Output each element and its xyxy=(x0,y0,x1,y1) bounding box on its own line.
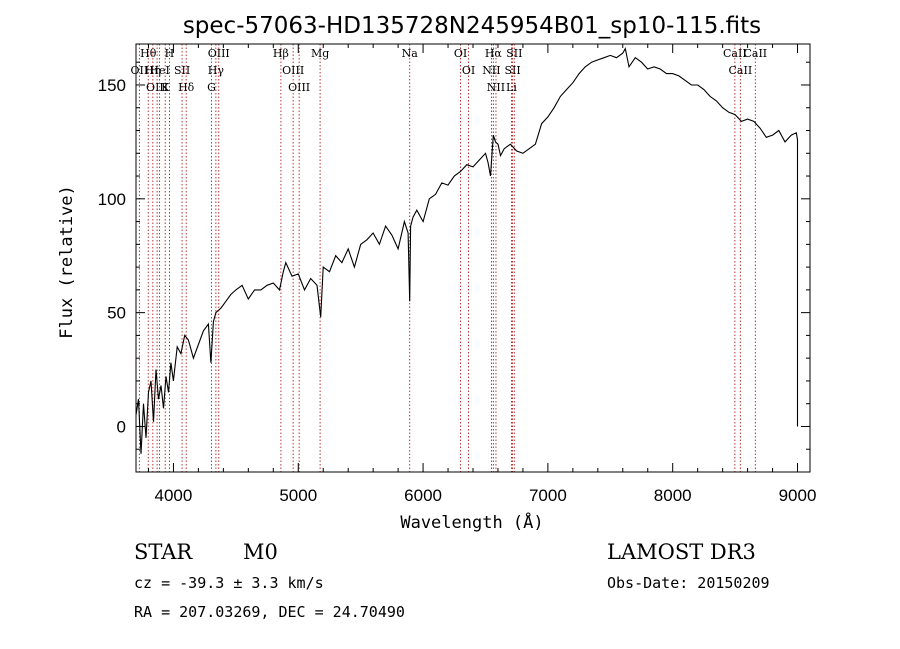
spectral-line-label: SII xyxy=(504,64,520,77)
spectral-line-label: Hδ xyxy=(178,81,195,94)
spectral-line-label: G xyxy=(207,81,216,94)
spectral-line-label: OII xyxy=(131,64,149,77)
spectral-line-label: Hη xyxy=(145,64,161,77)
x-axis-label: Wavelength (Å) xyxy=(400,511,543,533)
spectral-line-label: K xyxy=(161,81,170,94)
spectral-line-label: NII xyxy=(482,64,500,77)
chart-title: spec-57063-HD135728N245954B01_sp10-115.f… xyxy=(183,13,761,39)
spectral-line-label: OIII xyxy=(282,64,304,77)
axis-ticks: 4000 5000 6000 7000 8000 9000 0 50 100 150 xyxy=(98,44,817,505)
spectral-line-label: OIII xyxy=(208,47,230,60)
spectral-line-label: Hα xyxy=(485,47,503,60)
obs-date: Obs-Date: 20150209 xyxy=(607,574,770,592)
spectral-line-label: OI xyxy=(462,64,475,77)
spectrum-series xyxy=(135,47,799,454)
spectral-line-label: H xyxy=(165,47,175,60)
spectral-line-label: CaII xyxy=(723,47,747,60)
spectrum-line xyxy=(135,47,799,454)
spectral-line-label: SII xyxy=(506,47,522,60)
x-tick-label: 9000 xyxy=(779,486,817,505)
spectral-line-label: Mg xyxy=(311,47,329,60)
cz-readout: cz = -39.3 ± 3.3 km/s xyxy=(134,574,324,592)
x-tick-label: 4000 xyxy=(155,486,193,505)
x-tick-label: 8000 xyxy=(654,486,692,505)
ra-dec-readout: RA = 207.03269, DEC = 24.70490 xyxy=(134,603,405,621)
x-tick-label: 7000 xyxy=(529,486,567,505)
spectral-line-label: Hθ xyxy=(140,47,157,60)
spectral-line-label: OI xyxy=(454,47,467,60)
spectral-lines xyxy=(138,44,756,472)
object-subclass: M0 xyxy=(243,540,278,564)
spectral-line-label: HeI xyxy=(149,64,169,77)
x-tick-label: 6000 xyxy=(404,486,442,505)
spectral-line-label: OIII xyxy=(146,81,168,94)
object-class: STAR xyxy=(134,540,193,564)
y-tick-label: 100 xyxy=(98,190,126,209)
spectral-line-label: Na xyxy=(402,47,419,60)
spectral-line-label: OIII xyxy=(288,81,310,94)
spectral-line-label: SII xyxy=(174,64,190,77)
survey-name: LAMOST DR3 xyxy=(607,540,756,564)
spectral-line-label: Hβ xyxy=(273,47,289,60)
spectral-line-label: NII xyxy=(487,81,505,94)
y-tick-label: 0 xyxy=(117,417,126,436)
y-tick-label: 50 xyxy=(107,304,126,323)
plot-border xyxy=(135,43,811,473)
x-tick-label: 5000 xyxy=(279,486,317,505)
y-axis-label: Flux (relative) xyxy=(57,185,77,339)
spectral-line-label: Hγ xyxy=(208,64,225,77)
plot-frame xyxy=(135,43,811,473)
spectral-line-label: Li xyxy=(506,81,517,94)
spectral-line-label: CaII xyxy=(729,64,753,77)
y-tick-label: 150 xyxy=(98,76,126,95)
spectral-line-label: CaII xyxy=(743,47,767,60)
